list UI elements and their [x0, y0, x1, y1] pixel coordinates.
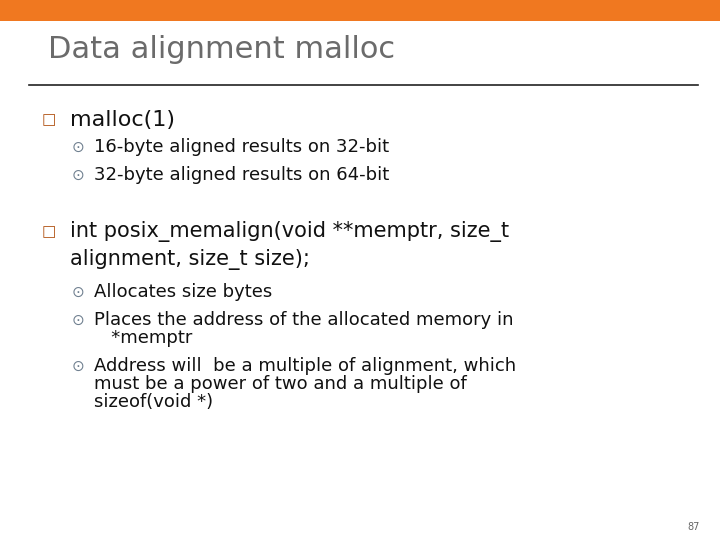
Text: 16-byte aligned results on 32-bit: 16-byte aligned results on 32-bit: [94, 138, 389, 156]
Text: Data alignment malloc: Data alignment malloc: [48, 36, 395, 64]
Text: □: □: [42, 112, 56, 127]
Text: Places the address of the allocated memory in: Places the address of the allocated memo…: [94, 311, 513, 329]
FancyBboxPatch shape: [0, 0, 720, 21]
Text: int posix_memalign(void **memptr, size_t: int posix_memalign(void **memptr, size_t: [70, 221, 509, 242]
Text: ⊙: ⊙: [72, 313, 85, 327]
Text: *memptr: *memptr: [94, 329, 192, 347]
Text: ⊙: ⊙: [72, 359, 85, 374]
Text: ⊙: ⊙: [72, 285, 85, 300]
Text: 87: 87: [688, 522, 700, 532]
Text: alignment, size_t size);: alignment, size_t size);: [70, 249, 310, 271]
Text: □: □: [42, 225, 56, 240]
Text: ⊙: ⊙: [72, 167, 85, 183]
Text: 32-byte aligned results on 64-bit: 32-byte aligned results on 64-bit: [94, 166, 390, 184]
Text: ⊙: ⊙: [72, 139, 85, 154]
Text: Address will  be a multiple of alignment, which: Address will be a multiple of alignment,…: [94, 357, 516, 375]
Text: Allocates size bytes: Allocates size bytes: [94, 283, 272, 301]
Text: must be a power of two and a multiple of: must be a power of two and a multiple of: [94, 375, 467, 393]
Text: sizeof(void *): sizeof(void *): [94, 393, 213, 411]
Text: malloc(1): malloc(1): [70, 110, 175, 130]
